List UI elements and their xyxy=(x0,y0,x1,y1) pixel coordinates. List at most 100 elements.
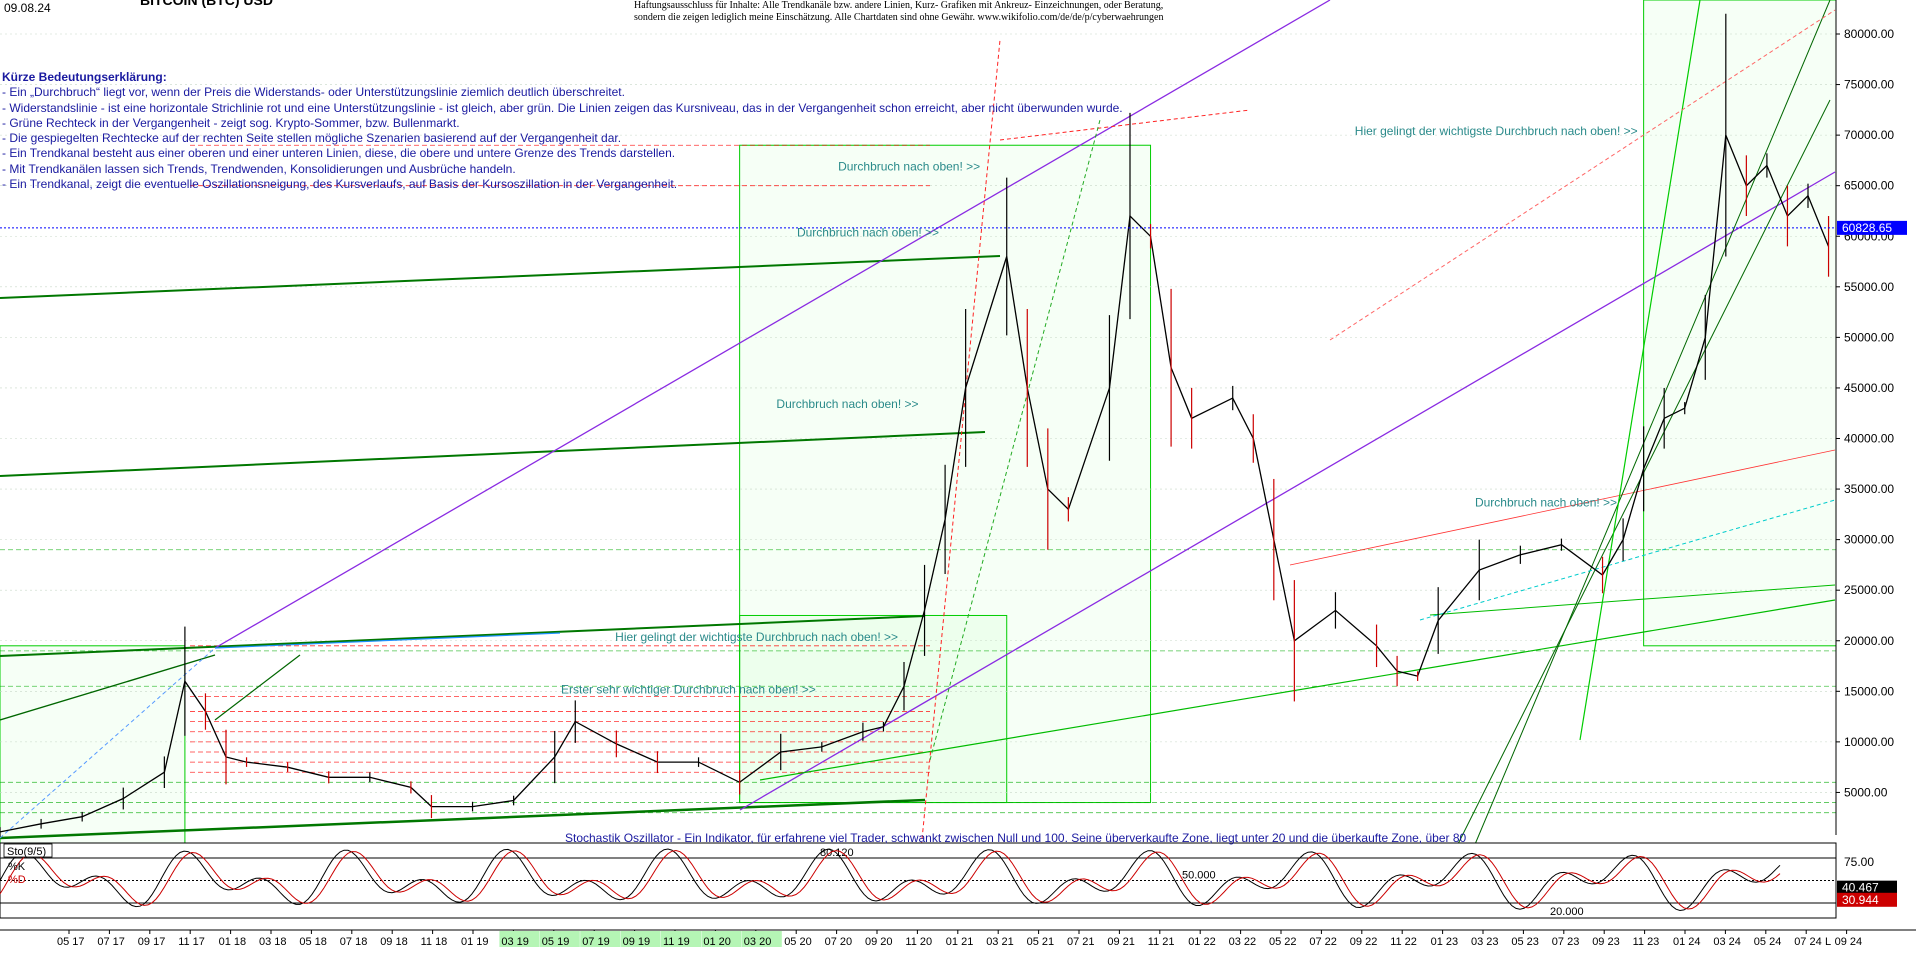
x-tick-label: 09 18 xyxy=(380,936,408,948)
trendline-dashed xyxy=(1419,499,1836,621)
x-tick-label: 05 22 xyxy=(1269,936,1297,948)
x-tick-label: 01 24 xyxy=(1673,936,1701,948)
trendline xyxy=(0,654,216,721)
last-price-box xyxy=(1837,220,1907,235)
x-tick-label: 05 20 xyxy=(784,936,812,948)
x-tick-label: 03 20 xyxy=(744,936,772,948)
trendline-dashed xyxy=(0,647,216,839)
y-tick-label: 30000.00 xyxy=(1844,533,1894,547)
legend-line: - Ein Trendkanal, zeigt die eventuelle O… xyxy=(2,177,678,192)
x-tick-label: 07 24 xyxy=(1794,936,1822,948)
trendline xyxy=(0,255,1001,299)
x-tick-highlight xyxy=(539,931,580,947)
x-tick-highlight xyxy=(580,931,621,947)
x-tick-label: 07 21 xyxy=(1067,936,1095,948)
y-tick-label: 10000.00 xyxy=(1844,735,1894,749)
y-tick-label: 5000.00 xyxy=(1844,785,1888,799)
stochastic-k-line xyxy=(0,848,1781,912)
y-tick-label: 55000.00 xyxy=(1844,280,1894,294)
x-tick-label: 03 24 xyxy=(1713,936,1741,948)
stochastic-k-value-box xyxy=(1837,880,1897,895)
x-tick-label: 03 22 xyxy=(1229,936,1257,948)
annotation-label: Durchbruch nach oben! >> xyxy=(797,225,939,239)
price-candles xyxy=(0,13,1830,837)
annotation-label: Erster sehr wichtiger Durchbruch nach ob… xyxy=(561,682,816,696)
x-tick-highlight xyxy=(620,931,661,947)
y-axis-background xyxy=(1836,0,1916,948)
trendline xyxy=(1429,584,1836,616)
chart-title: BITCOIN (BTC) USD xyxy=(140,0,273,8)
trendline-dashed xyxy=(919,39,1001,861)
trendline xyxy=(1459,0,1831,881)
x-tick-label: 03 21 xyxy=(986,936,1014,948)
x-tick-label: 11 20 xyxy=(905,936,932,948)
annotation-label: Durchbruch nach oben! >> xyxy=(776,397,918,411)
x-tick-label: 09 22 xyxy=(1350,936,1378,948)
x-tick-label: 09 23 xyxy=(1592,936,1620,948)
x-tick-label: 01 21 xyxy=(946,936,974,948)
x-tick-label: 09 20 xyxy=(865,936,893,948)
annotation-label: Hier gelingt der wichtigste Durchbruch n… xyxy=(1355,124,1638,138)
trendline xyxy=(214,0,1331,649)
x-tick-highlight xyxy=(701,931,742,947)
trendline xyxy=(1579,0,1701,741)
trendline xyxy=(759,599,1836,781)
stochastic-d-line xyxy=(0,849,1781,910)
x-tick-label: 09 21 xyxy=(1107,936,1135,948)
disclaimer-line-2: sondern die zeigen lediglich meine Einsc… xyxy=(634,12,1164,23)
x-tick-label: 07 18 xyxy=(340,936,368,948)
x-tick-highlight xyxy=(499,931,540,947)
trendline xyxy=(0,798,926,840)
y-tick-label: 15000.00 xyxy=(1844,684,1894,698)
trendline-dashed xyxy=(1329,9,1836,341)
trendline-dashed xyxy=(929,119,1101,761)
x-tick-label: 09 17 xyxy=(138,936,166,948)
legend-line: - Die gespiegelten Rechtecke auf der rec… xyxy=(2,131,622,146)
x-tick-label: 01 22 xyxy=(1188,936,1216,948)
legend-line: - Ein „Durchbruch“ liegt vor, wenn der P… xyxy=(2,85,625,100)
x-tick-label: 03 23 xyxy=(1471,936,1499,948)
annotation-label: Durchbruch nach oben! >> xyxy=(838,160,980,174)
trendline xyxy=(214,654,301,721)
x-tick-label: 07 20 xyxy=(825,936,853,948)
legend-title: Kürze Bedeutungserklärung: xyxy=(2,70,167,84)
bull-zone xyxy=(1643,0,1837,647)
x-tick-label: 07 17 xyxy=(97,936,125,948)
stochastic-level-50-label: 50.000 xyxy=(1182,870,1216,882)
x-tick-label: 05 23 xyxy=(1511,936,1539,948)
x-tick-label: 07 19 xyxy=(582,936,610,948)
chart-date: 09.08.24 xyxy=(4,1,51,15)
last-price-label: 60828.65 xyxy=(1842,221,1892,235)
stochastic-d-value: 30.944 xyxy=(1842,893,1879,907)
y-tick-label: 70000.00 xyxy=(1844,128,1894,142)
x-tick-label: 05 19 xyxy=(542,936,570,948)
y-tick-label: 75000.00 xyxy=(1844,78,1894,92)
stochastic-note: Stochastik Oszillator - Ein Indikator, f… xyxy=(565,831,1467,845)
legend-line: - Ein Trendkanal besteht aus einer obere… xyxy=(2,146,676,161)
y-tick-label: 35000.00 xyxy=(1844,482,1894,496)
disclaimer: Haftungsausschluss für Inhalte: Alle Tre… xyxy=(634,0,1163,24)
x-tick-label: 11 22 xyxy=(1390,936,1417,948)
x-tick-label: 03 19 xyxy=(501,936,529,948)
y-tick-label: 20000.00 xyxy=(1844,634,1894,648)
annotation-label: Hier gelingt der wichtigste Durchbruch n… xyxy=(615,630,898,644)
disclaimer-line-1: Haftungsausschluss für Inhalte: Alle Tre… xyxy=(634,0,1164,11)
y-tick-label: 50000.00 xyxy=(1844,330,1894,344)
x-tick-label: 01 19 xyxy=(461,936,489,948)
x-tick-label: 11 18 xyxy=(421,936,448,948)
x-tick-highlight xyxy=(661,931,701,947)
x-tick-label: 05 24 xyxy=(1754,936,1782,948)
legend-line: - Widerstandslinie - ist eine horizontal… xyxy=(2,100,1123,115)
trendline xyxy=(1289,449,1836,566)
x-tick-highlight xyxy=(741,931,782,947)
x-tick-label: 01 18 xyxy=(219,936,247,948)
stochastic-k-label: %K xyxy=(8,861,26,873)
x-tick-label: 03 18 xyxy=(259,936,287,948)
trendline xyxy=(739,171,1836,811)
x-tick-label: 01 23 xyxy=(1431,936,1459,948)
x-tick-label: 11 17 xyxy=(178,936,205,948)
y-tick-label: 45000.00 xyxy=(1844,381,1894,395)
legend-line: - Mit Trendkanälen lassen sich Trends, T… xyxy=(2,161,516,176)
